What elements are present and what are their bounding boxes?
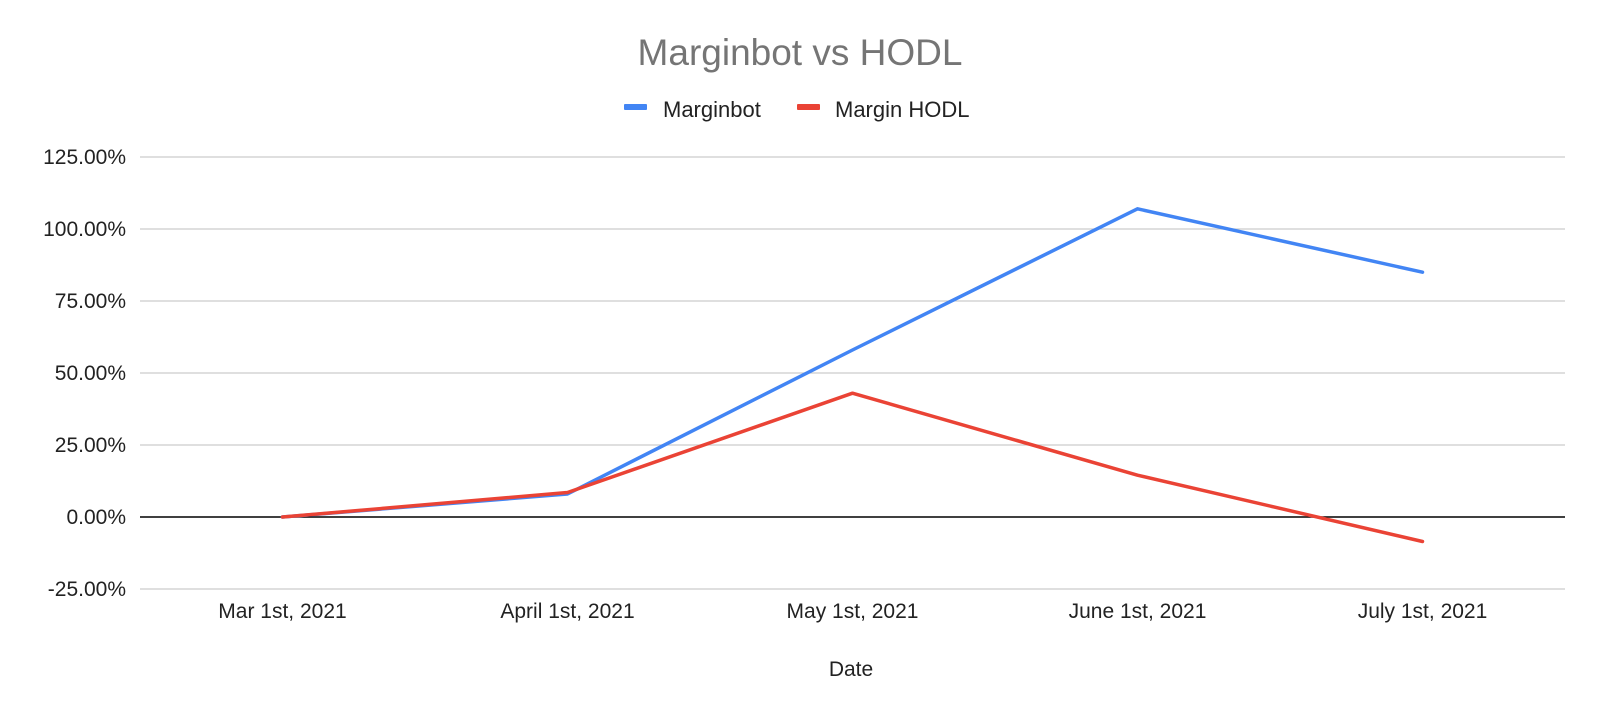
x-axis-ticks: Mar 1st, 2021 April 1st, 2021 May 1st, 202… — [218, 600, 1487, 623]
y-tick-label: 100.00% — [43, 218, 126, 241]
y-tick-label: 125.00% — [43, 146, 126, 169]
x-tick-label: Mar 1st, 2021 — [218, 600, 346, 623]
legend-swatch-marginbot — [624, 104, 647, 110]
y-tick-label: 75.00% — [55, 290, 126, 313]
y-tick-label: -25.00% — [48, 578, 126, 601]
y-tick-label: 50.00% — [55, 362, 126, 385]
legend-label-marginbot: Marginbot — [663, 97, 761, 122]
series-lines — [280, 207, 1425, 544]
series-line-marginbot — [280, 207, 1425, 519]
y-axis-ticks: 125.00% 100.00% 75.00% 50.00% 25.00% 0.00% -25… — [43, 146, 126, 601]
x-tick-label: May 1st, 2021 — [787, 600, 919, 623]
chart-title: Marginbot vs HODL — [638, 32, 963, 73]
legend: Marginbot Margin HODL — [624, 97, 969, 122]
series-line-margin-hodl — [280, 391, 1425, 544]
legend-swatch-margin-hodl — [797, 104, 820, 110]
y-tick-label: 25.00% — [55, 434, 126, 457]
gridlines — [140, 156, 1565, 590]
x-tick-label: April 1st, 2021 — [500, 600, 634, 623]
x-axis-title: Date — [829, 658, 873, 681]
y-tick-label: 0.00% — [66, 506, 126, 529]
x-tick-label: July 1st, 2021 — [1358, 600, 1488, 623]
legend-label-margin-hodl: Margin HODL — [835, 97, 969, 122]
x-tick-label: June 1st, 2021 — [1069, 600, 1207, 623]
